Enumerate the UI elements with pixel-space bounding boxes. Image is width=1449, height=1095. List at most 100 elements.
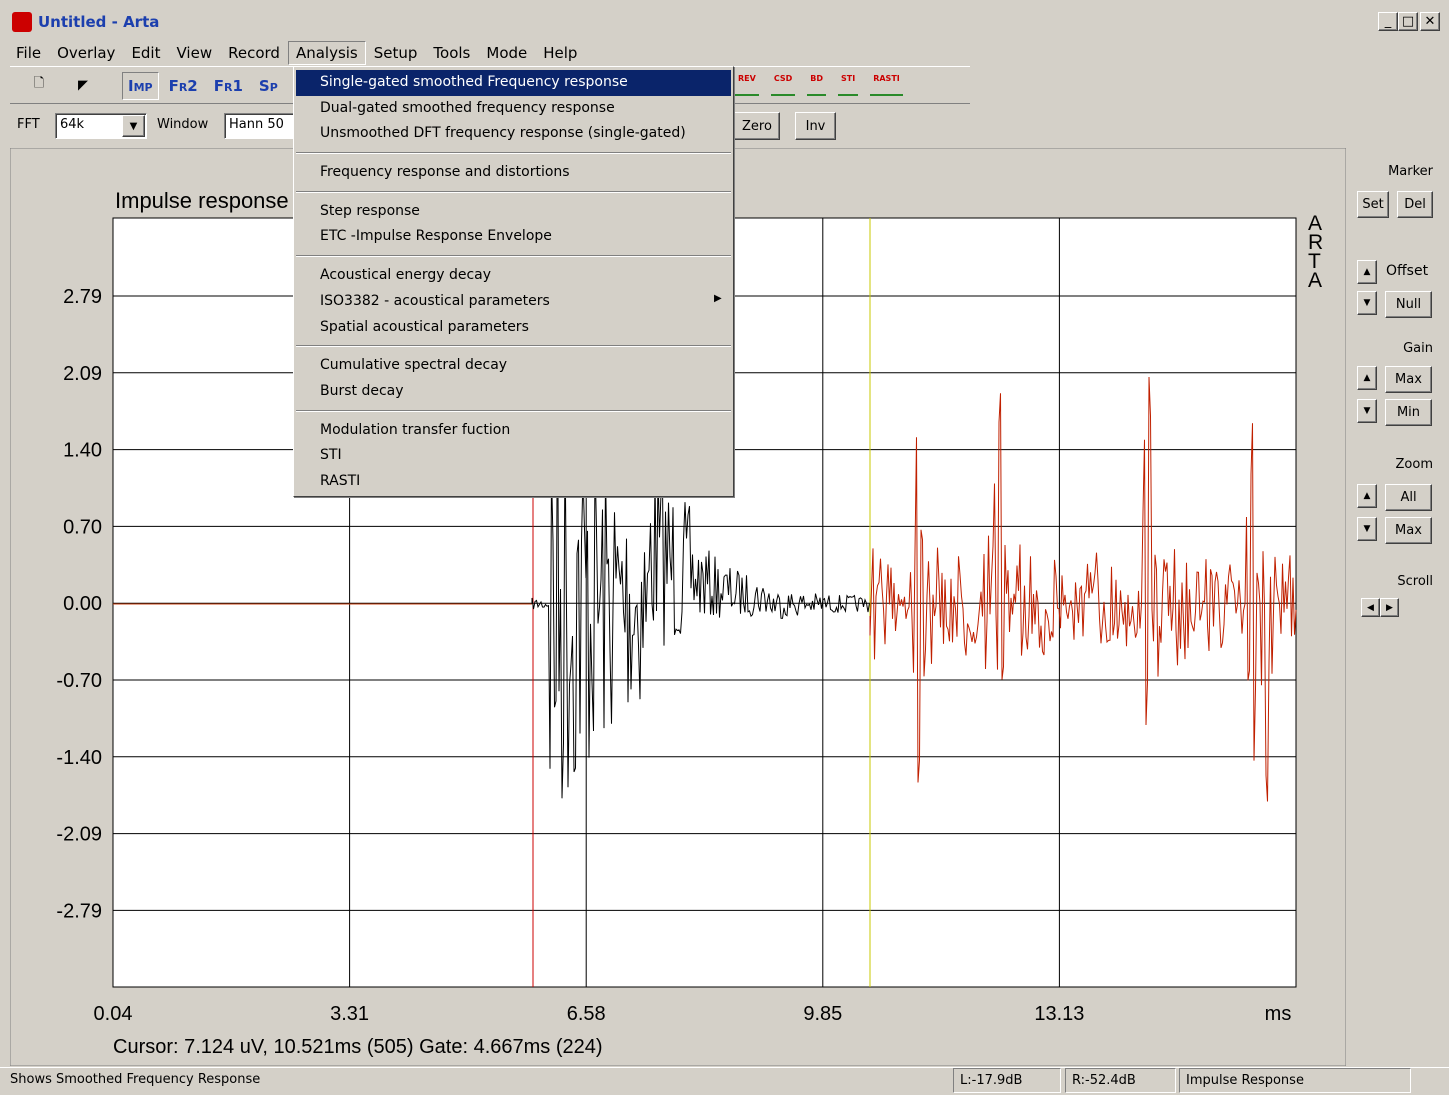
window-label: Window xyxy=(157,117,209,132)
status-bar xyxy=(0,1067,1449,1095)
cursor-readout: Cursor: 7.124 uV, 10.521ms (505) Gate: 4… xyxy=(113,1036,603,1058)
analysis-icon[interactable]: CSD xyxy=(770,72,796,96)
view-buttons: Imp Fr2 Fr1 Sp xyxy=(122,72,284,100)
zoom-down[interactable]: ▼ xyxy=(1357,517,1377,541)
menu-option[interactable]: Unsmoothed DFT frequency response (singl… xyxy=(320,125,686,142)
view-button[interactable]: Imp xyxy=(122,72,159,100)
view-button[interactable]: Fr1 xyxy=(213,77,243,95)
menu-item[interactable]: Analysis xyxy=(287,41,366,65)
analysis-icons: REV CSD BD STI RASTI xyxy=(735,72,903,96)
menu-option[interactable]: Modulation transfer fuction xyxy=(320,421,511,438)
app-icon xyxy=(12,12,32,32)
menu-bar: File Overlay Edit View Record Analysis Setup To… xyxy=(8,41,585,65)
menu-separator xyxy=(294,147,733,160)
y-tick-label: 0.70 xyxy=(63,516,102,538)
gain-max-button[interactable]: Max xyxy=(1385,366,1432,393)
set-button[interactable]: Set xyxy=(1357,191,1389,218)
scroll-left[interactable]: ◀ xyxy=(1361,598,1380,617)
offset-label: Offset xyxy=(1386,263,1429,279)
y-tick-label: -2.79 xyxy=(56,900,102,922)
close-button[interactable]: ✕ xyxy=(1420,12,1440,31)
x-tick-label: 3.31 xyxy=(330,1003,369,1025)
menu-option[interactable]: Cumulative spectral decay xyxy=(320,357,508,374)
x-tick-label: 6.58 xyxy=(567,1003,606,1025)
menu-item[interactable]: Record xyxy=(228,44,280,62)
submenu-arrow: ▶ xyxy=(714,293,722,304)
del-button[interactable]: Del xyxy=(1397,191,1433,218)
status-right-level: R:-52.4dB xyxy=(1065,1068,1176,1093)
gain-up[interactable]: ▲ xyxy=(1357,366,1377,390)
gain-label: Gain xyxy=(1403,341,1433,356)
status-mode: Impulse Response xyxy=(1179,1068,1411,1093)
menu-item[interactable]: View xyxy=(176,44,213,62)
menu-item[interactable]: Mode xyxy=(486,44,528,62)
scroll-right[interactable]: ▶ xyxy=(1380,598,1399,617)
x-tick-label: 0.04 xyxy=(94,1003,133,1025)
y-tick-label: 2.09 xyxy=(63,363,102,385)
menu-option[interactable]: Burst decay xyxy=(320,382,404,399)
menu-option[interactable]: Spatial acoustical parameters xyxy=(320,318,529,335)
zoom-up[interactable]: ▲ xyxy=(1357,484,1377,508)
menu-item[interactable]: Overlay xyxy=(57,44,116,62)
y-tick-label: 2.79 xyxy=(63,286,102,308)
zoom-label: Zoom xyxy=(1395,457,1433,472)
menu-option[interactable]: ISO3382 - acoustical parameters xyxy=(320,292,550,309)
window-title: Untitled - Arta xyxy=(38,13,160,31)
analysis-icon[interactable]: REV xyxy=(735,72,759,96)
menu-item[interactable]: Setup xyxy=(373,44,418,62)
status-left-level: L:-17.9dB xyxy=(953,1068,1061,1093)
marker-label: Marker xyxy=(1388,164,1433,179)
menu-option[interactable]: Single-gated smoothed Frequency response xyxy=(296,70,731,96)
menu-option[interactable]: Frequency response and distortions xyxy=(320,164,570,181)
fft-dropdown[interactable]: ▼ xyxy=(122,115,145,137)
menu-item[interactable]: Help xyxy=(543,44,578,62)
scroll-label: Scroll xyxy=(1397,574,1433,589)
menu-item[interactable]: Tools xyxy=(433,44,471,62)
fft-label: FFT xyxy=(17,117,40,132)
maximize-button[interactable]: □ xyxy=(1398,12,1418,31)
analysis-dropdown: ▶ Single-gated smoothed Frequency respon… xyxy=(293,66,734,497)
waveform-after-gate xyxy=(869,376,1297,802)
waveform-gated xyxy=(531,389,870,799)
menu-option[interactable]: RASTI xyxy=(320,472,361,489)
x-unit: ms xyxy=(1265,1003,1292,1025)
null-button[interactable]: Null xyxy=(1385,291,1432,318)
zoom-max-button[interactable]: Max xyxy=(1385,517,1432,544)
menu-item[interactable]: Edit xyxy=(131,44,161,62)
menu-separator xyxy=(294,250,733,263)
status-message: Shows Smoothed Frequency Response xyxy=(10,1072,261,1087)
offset-up[interactable]: ▲ xyxy=(1357,260,1377,284)
plot-title: Impulse response xyxy=(115,188,289,213)
menu-option[interactable]: Step response xyxy=(320,202,420,219)
open-button[interactable]: ◤ xyxy=(70,72,96,98)
window-select[interactable]: Hann 50 xyxy=(224,113,296,139)
menu-option[interactable]: Dual-gated smoothed frequency response xyxy=(320,99,615,116)
zero-button[interactable]: Zero xyxy=(734,112,780,140)
gain-min-button[interactable]: Min xyxy=(1385,399,1432,426)
minimize-button[interactable]: _ xyxy=(1378,12,1398,31)
view-button[interactable]: Fr2 xyxy=(168,77,198,95)
side-panel: Marker Set Del ▲ ▼ Offset Null Gain ▲ ▼ … xyxy=(1346,148,1449,1066)
y-tick-label: -2.09 xyxy=(56,824,102,846)
offset-down[interactable]: ▼ xyxy=(1357,291,1377,315)
analysis-icon[interactable]: RASTI xyxy=(870,72,903,96)
menu-option[interactable]: ETC -Impulse Response Envelope xyxy=(320,228,552,245)
inv-button[interactable]: Inv xyxy=(795,112,836,140)
gain-down[interactable]: ▼ xyxy=(1357,399,1377,423)
analysis-icon[interactable]: BD xyxy=(807,72,826,96)
y-tick-label: 0.00 xyxy=(63,593,102,615)
menu-option[interactable]: Acoustical energy decay xyxy=(320,267,492,284)
y-tick-label: 1.40 xyxy=(63,440,102,462)
x-tick-label: 13.13 xyxy=(1034,1003,1084,1025)
menu-separator xyxy=(294,340,733,353)
new-button[interactable]: 🗋 xyxy=(26,72,52,98)
view-button[interactable]: Sp xyxy=(258,77,278,95)
menu-option[interactable]: STI xyxy=(320,447,342,464)
zoom-all-button[interactable]: All xyxy=(1385,484,1432,511)
menu-item[interactable]: File xyxy=(16,44,42,62)
analysis-icon[interactable]: STI xyxy=(838,72,859,96)
menu-separator xyxy=(294,405,733,418)
y-tick-label: -1.40 xyxy=(56,747,102,769)
